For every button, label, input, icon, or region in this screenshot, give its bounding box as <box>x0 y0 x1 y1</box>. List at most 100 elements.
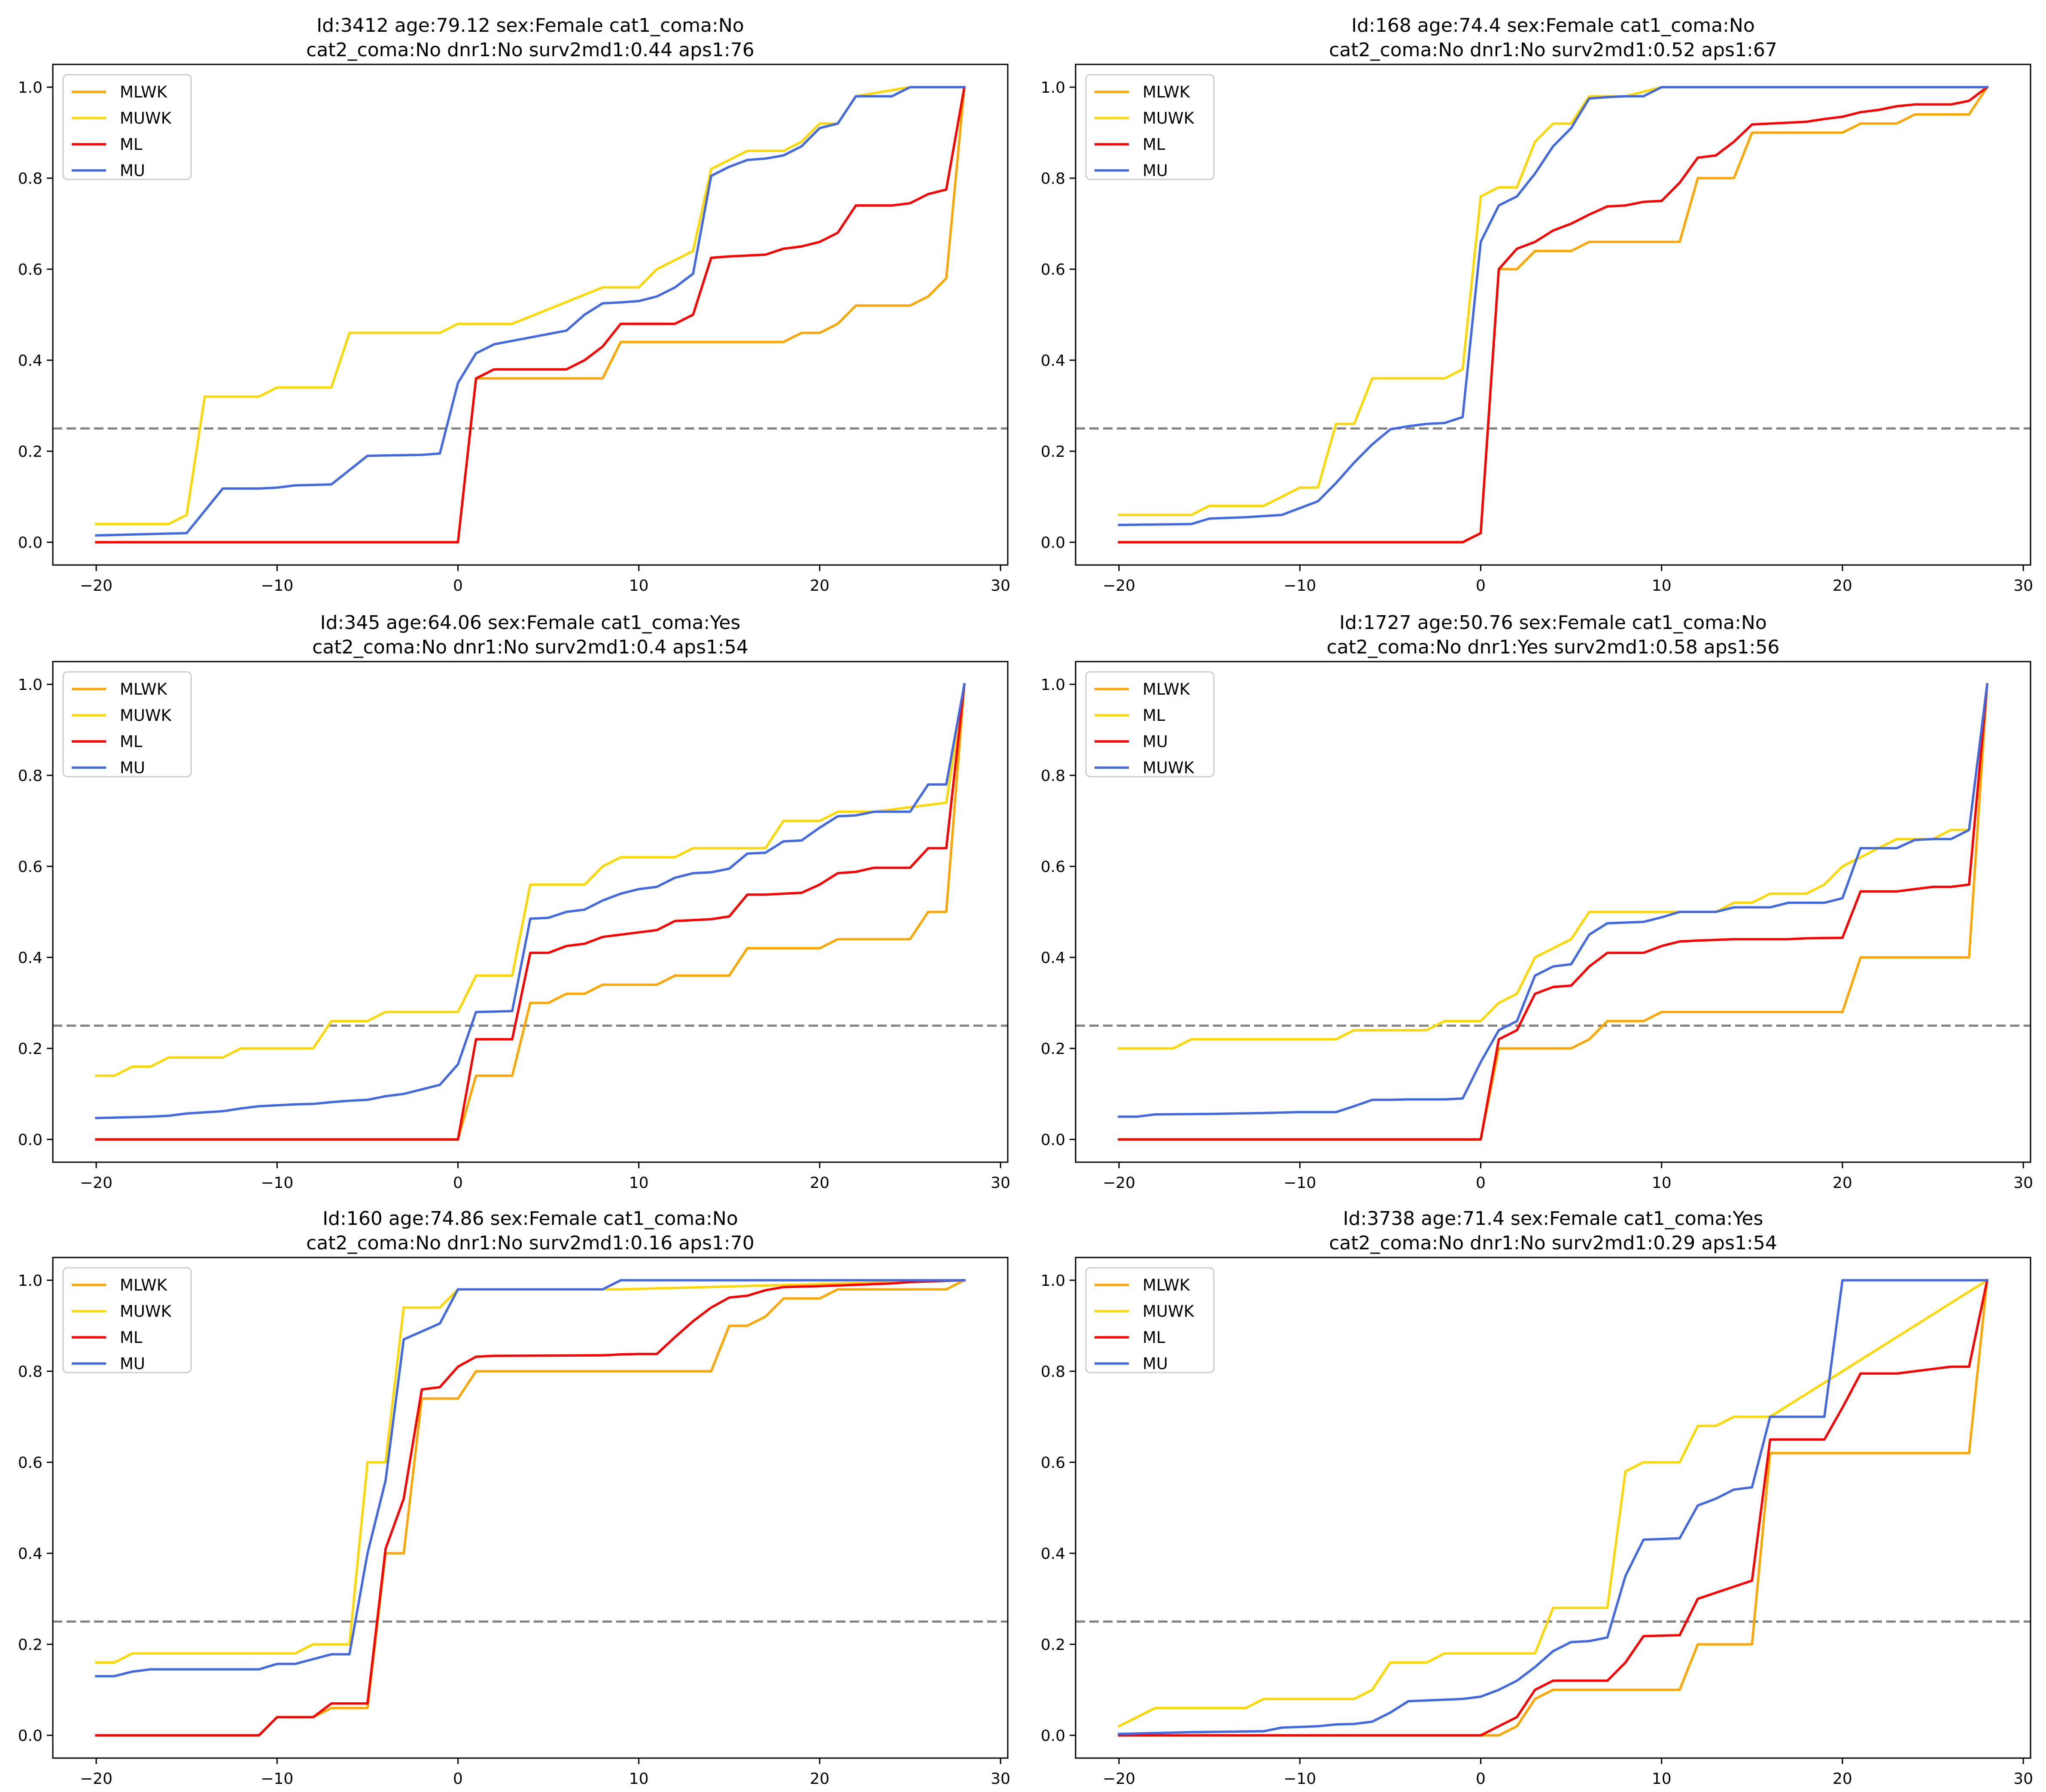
x-tick-label: 0 <box>1476 577 1486 595</box>
x-tick-label: −10 <box>1283 1770 1316 1788</box>
y-tick-label: 1.0 <box>1041 676 1065 694</box>
plot-area <box>1076 85 2031 544</box>
plot-area <box>53 1279 1008 1737</box>
x-tick-label: 30 <box>2013 577 2033 595</box>
x-tick-label: −10 <box>261 1770 293 1788</box>
x-tick-label: 10 <box>629 577 649 595</box>
chart-title: Id:3412 age:79.12 sex:Female cat1_coma:N… <box>316 15 744 36</box>
legend-box <box>62 671 192 778</box>
plot-frame <box>52 1257 1009 1759</box>
y-tick-label: 0.8 <box>1041 767 1065 785</box>
series-line-muwk <box>1118 86 1988 516</box>
x-tick-label: 30 <box>991 577 1010 595</box>
y-tick-label: 0.0 <box>1041 534 1065 552</box>
y-tick-label: 0.8 <box>18 170 43 188</box>
series-line-mu <box>1118 86 1988 526</box>
legend-label: MLWK <box>1143 83 1191 101</box>
x-tick-label: 30 <box>2013 1770 2033 1788</box>
chart-title: Id:1727 age:50.76 sex:Female cat1_coma:N… <box>1339 612 1767 634</box>
x-tick-label: 30 <box>991 1174 1010 1192</box>
chart-subtitle: cat2_coma:No dnr1:No surv2md1:0.4 aps1:5… <box>312 636 748 658</box>
plot-area <box>53 85 1008 544</box>
y-tick-label: 0.0 <box>18 534 43 552</box>
x-tick-label: −20 <box>80 1770 112 1788</box>
x-tick-label: −20 <box>1103 577 1135 595</box>
x-tick-label: 20 <box>1833 1770 1852 1788</box>
y-tick-label: 0.2 <box>1041 443 1065 461</box>
x-tick-label: −20 <box>1103 1770 1135 1788</box>
y-tick-label: 1.0 <box>18 676 43 694</box>
y-tick-label: 0.8 <box>18 767 43 785</box>
legend-label: MUWK <box>120 1302 172 1321</box>
legend-box <box>1085 1267 1215 1373</box>
series-line-mlwk <box>95 86 966 544</box>
legend-label: MUWK <box>120 109 172 128</box>
legend-label: MU <box>1143 1355 1168 1373</box>
y-tick-label: 0.0 <box>1041 1131 1065 1149</box>
x-tick-label: 0 <box>453 1770 463 1788</box>
y-tick-label: 0.8 <box>18 1363 43 1381</box>
legend-box <box>1085 671 1215 778</box>
x-tick-label: 20 <box>1833 577 1852 595</box>
x-tick-label: 0 <box>1476 1174 1486 1192</box>
y-tick-label: 1.0 <box>18 1272 43 1290</box>
chart-panel-5: Id:160 age:74.86 sex:Female cat1_coma:No… <box>18 1208 1010 1788</box>
legend-box <box>62 74 192 180</box>
y-tick-label: 0.4 <box>1041 949 1065 967</box>
x-tick-label: 30 <box>2013 1174 2033 1192</box>
chart-title: Id:160 age:74.86 sex:Female cat1_coma:No <box>322 1208 738 1230</box>
y-tick-label: 0.0 <box>18 1131 43 1149</box>
x-tick-label: −10 <box>1283 1174 1316 1192</box>
x-tick-label: −10 <box>1283 577 1316 595</box>
series-line-mu <box>1118 1279 1988 1735</box>
legend-label: MU <box>120 161 145 180</box>
y-tick-label: 0.8 <box>1041 170 1065 188</box>
x-tick-label: 20 <box>1833 1174 1852 1192</box>
x-tick-label: 20 <box>810 1174 830 1192</box>
plot-area <box>1076 1279 2031 1737</box>
legend-label: ML <box>120 732 143 751</box>
plot-area <box>53 683 1008 1141</box>
legend-label: ML <box>120 135 143 154</box>
x-tick-label: 10 <box>629 1174 649 1192</box>
legend-label: MUWK <box>1143 759 1195 777</box>
x-tick-label: 20 <box>810 1770 830 1788</box>
legend-label: MU <box>1143 732 1168 751</box>
y-tick-label: 0.2 <box>18 443 43 461</box>
chart-subtitle: cat2_coma:No dnr1:No surv2md1:0.16 aps1:… <box>306 1232 754 1254</box>
legend-label: MLWK <box>1143 680 1191 699</box>
y-tick-label: 0.4 <box>18 352 43 370</box>
x-tick-label: −10 <box>261 577 293 595</box>
series-line-mlwk <box>1118 683 1988 1141</box>
series-line-ml <box>95 1279 966 1737</box>
legend-label: ML <box>1143 1328 1165 1347</box>
y-tick-label: 0.4 <box>1041 352 1065 370</box>
plot-area <box>1076 683 2031 1141</box>
legend-label: MLWK <box>120 83 168 101</box>
series-line-mu <box>95 86 966 537</box>
y-tick-label: 0.6 <box>18 858 43 876</box>
y-tick-label: 0.4 <box>18 1545 43 1563</box>
y-tick-label: 1.0 <box>1041 79 1065 97</box>
y-tick-label: 0.2 <box>1041 1040 1065 1058</box>
x-tick-label: 0 <box>453 1174 463 1192</box>
series-line-mlwk <box>1118 85 1989 544</box>
y-tick-label: 0.4 <box>1041 1545 1065 1563</box>
chart-panel-2: Id:168 age:74.4 sex:Female cat1_coma:Noc… <box>1041 15 2033 595</box>
chart-title: Id:168 age:74.4 sex:Female cat1_coma:No <box>1351 15 1755 36</box>
series-line-muwk <box>95 86 966 525</box>
y-tick-label: 0.6 <box>1041 1454 1065 1472</box>
legend-label: MU <box>1143 161 1168 180</box>
legend-label: ML <box>120 1328 143 1347</box>
legend-label: MLWK <box>120 1276 168 1294</box>
y-tick-label: 0.2 <box>18 1636 43 1654</box>
series-line-muwk <box>1117 1279 1989 1728</box>
x-tick-label: 0 <box>1476 1770 1486 1788</box>
plot-frame <box>52 64 1009 566</box>
x-tick-label: −10 <box>261 1174 293 1192</box>
x-tick-label: −20 <box>80 577 112 595</box>
series-line-mlwk <box>1118 1279 1988 1737</box>
x-tick-label: 10 <box>1652 577 1672 595</box>
